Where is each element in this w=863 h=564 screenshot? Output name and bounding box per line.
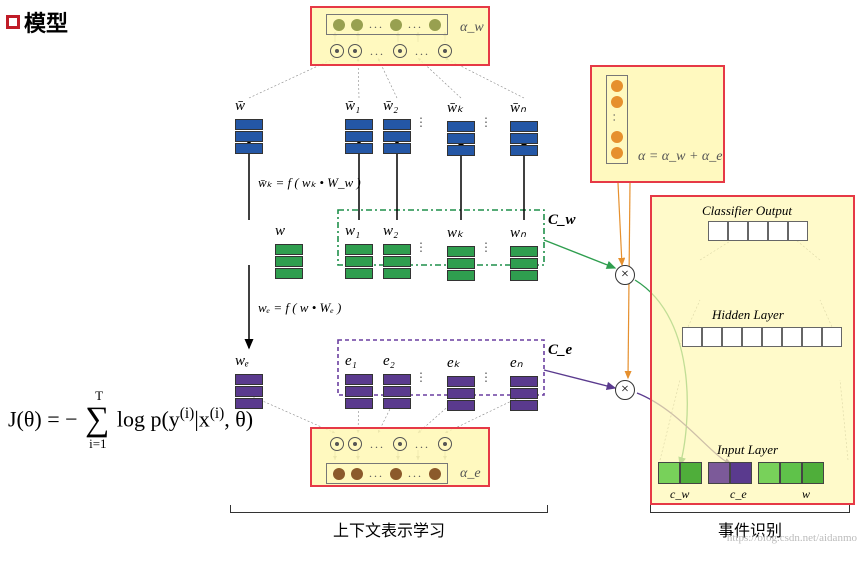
wbar-0: w̄ — [235, 100, 263, 154]
title-square — [6, 15, 20, 29]
w-1-label: w₁ — [345, 223, 373, 240]
bracket-context: 上下文表示学习 — [230, 505, 548, 541]
ellipsis: ⋮ — [415, 240, 429, 255]
alpha-eq: α = α_w + α_e — [638, 149, 723, 165]
nn-input — [658, 462, 824, 484]
wbar-3-label: w̄ₖ — [447, 98, 475, 117]
wbar-4: w̄ₙ — [510, 100, 538, 156]
watermark: https://blog.csdn.net/aidanmo — [727, 532, 857, 544]
label-output: Classifier Output — [702, 203, 792, 219]
e-2: e₂ — [383, 355, 411, 409]
label-fup: w̄ₖ = f ( wₖ • W_w ) — [258, 175, 361, 191]
page-title: 模型 — [24, 6, 68, 38]
w-4-label: wₙ — [510, 223, 538, 242]
alpha-box: .. α = α_w + α_e — [590, 65, 725, 183]
label-fdown: wₑ = f ( w • Wₑ ) — [258, 300, 341, 316]
w-1: w₁ — [345, 225, 373, 279]
label-input: Input Layer — [717, 442, 778, 458]
w-3-label: wₖ — [447, 223, 475, 242]
label-Cw: C_w — [548, 212, 576, 229]
alpha-e-label: α_e — [460, 466, 481, 482]
label-hidden: Hidden Layer — [712, 307, 784, 323]
e-4: eₙ — [510, 355, 538, 411]
wbar-1: w̄₁ — [345, 100, 373, 154]
loss-formula: J(θ) = − T ∑ i=1 log p(y(i)|x(i), θ) — [8, 405, 253, 436]
e-1-label: e₁ — [345, 353, 373, 370]
label-ce: c_e — [730, 487, 747, 502]
ellipsis: ⋮ — [480, 370, 494, 385]
ellipsis: ⋮ — [480, 240, 494, 255]
w-4: wₙ — [510, 225, 538, 281]
classifier-box: Classifier Output Hidden Layer Input Lay… — [650, 195, 855, 505]
ellipsis: ⋮ — [415, 370, 429, 385]
wbar-1-label: w̄₁ — [345, 98, 373, 115]
we-single: wₑ — [235, 355, 263, 409]
e-3: eₖ — [447, 355, 475, 411]
wbar-2-label: w̄₂ — [383, 98, 411, 115]
label-cw: c_w — [670, 487, 689, 502]
w-2: w₂ — [383, 225, 411, 279]
alpha-w-box: ... ... ... ... — [310, 6, 490, 66]
wbar-3: w̄ₖ — [447, 100, 475, 156]
e-3-label: eₖ — [447, 353, 475, 372]
alpha-w-label: α_w — [460, 20, 484, 36]
e-1: e₁ — [345, 355, 373, 409]
w-3: wₖ — [447, 225, 475, 281]
otimes-ce: × — [615, 380, 635, 400]
wbar-0-label: w̄ — [235, 98, 263, 115]
nn-output — [708, 221, 808, 241]
we-single-label: wₑ — [235, 353, 263, 370]
ellipsis: ⋮ — [480, 115, 494, 130]
e-4-label: eₙ — [510, 353, 538, 372]
label-Ce: C_e — [548, 342, 572, 359]
wbar-2: w̄₂ — [383, 100, 411, 154]
w-single-label: w — [275, 223, 303, 240]
label-w: w — [802, 487, 810, 502]
w-2-label: w₂ — [383, 223, 411, 240]
nn-hidden — [682, 327, 842, 347]
e-2-label: e₂ — [383, 353, 411, 370]
otimes-cw: × — [615, 265, 635, 285]
ellipsis: ⋮ — [415, 115, 429, 130]
wbar-4-label: w̄ₙ — [510, 98, 538, 117]
w-single: w — [275, 225, 303, 279]
